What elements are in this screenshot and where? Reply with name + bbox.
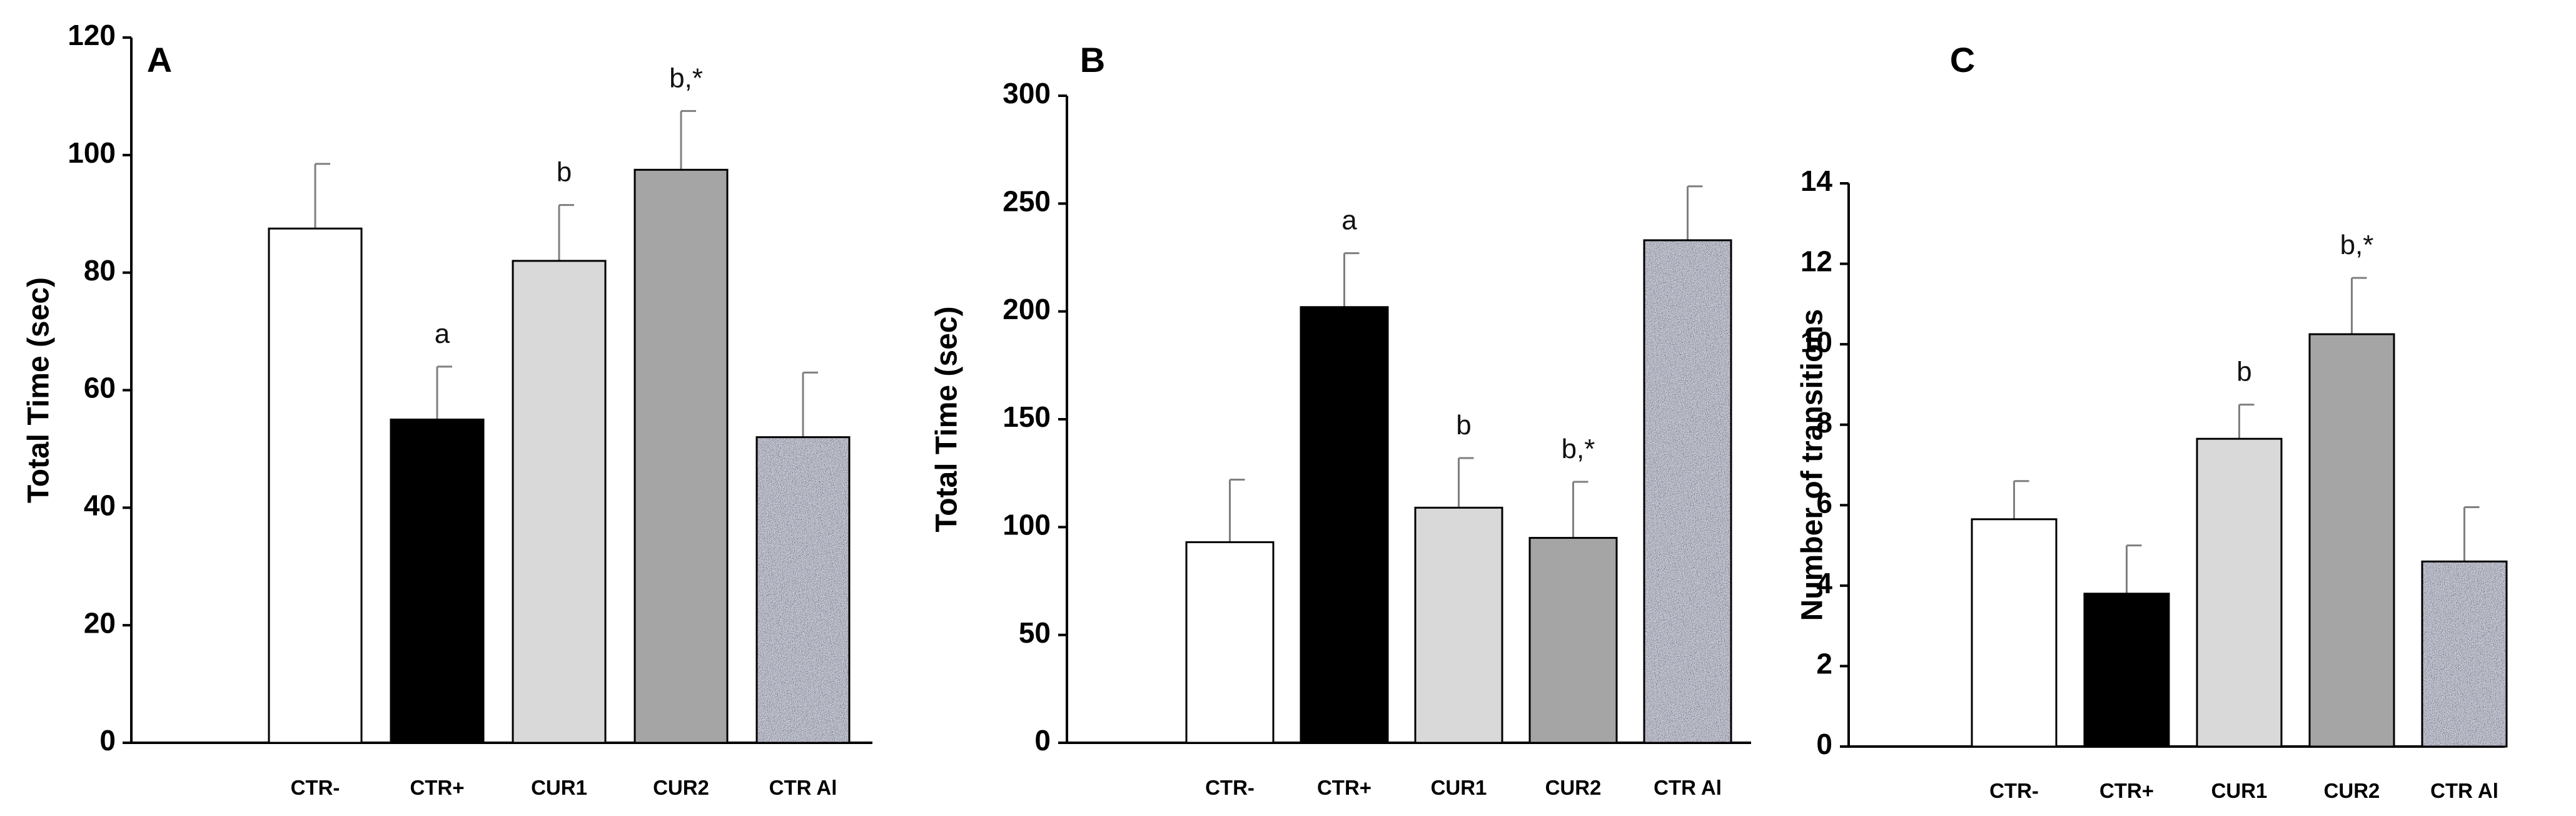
category-label: CTR+	[1317, 776, 1371, 799]
y-tick-label: 0	[1816, 728, 1832, 760]
category-label: CUR2	[653, 776, 709, 799]
bar-4-speckle	[2422, 561, 2507, 747]
y-tick-label: 4	[1816, 567, 1832, 599]
bar-4	[2421, 560, 2508, 748]
y-tick-label: 14	[1801, 165, 1833, 197]
y-tick-label: 0	[99, 724, 116, 757]
significance-label: a	[435, 319, 450, 349]
significance-label: b,*	[2340, 230, 2374, 260]
bar-0	[268, 227, 363, 744]
y-tick-label: 8	[1816, 406, 1832, 439]
bar-0	[1185, 541, 1275, 744]
category-label: CTR-	[291, 776, 340, 799]
y-tick-label: 40	[84, 489, 116, 521]
significance-label: a	[1341, 205, 1357, 236]
bar-2	[1414, 506, 1503, 744]
panel-a: A Total Time (sec) 0 20 40 60 80 100 120 CTR-a CTR…	[23, 19, 872, 799]
bar-4	[755, 436, 851, 744]
y-tick-label: 80	[84, 254, 116, 287]
significance-label: b	[2236, 357, 2251, 387]
bar-1	[1300, 306, 1389, 744]
y-tick-label: 20	[84, 606, 116, 639]
y-axis-title: Total Time (sec)	[931, 307, 964, 533]
category-label: CTR-	[1989, 779, 2039, 802]
category-label: CUR2	[1545, 776, 1602, 799]
y-tick-label: 0	[1034, 724, 1051, 757]
y-tick-label: 120	[68, 19, 116, 51]
bar-3	[1528, 537, 1618, 744]
y-tick-label: 300	[1003, 77, 1051, 110]
panel-letter: A	[147, 40, 172, 79]
significance-label: b	[1456, 410, 1471, 441]
bar-2	[512, 260, 607, 744]
bar-1	[390, 418, 485, 744]
bar-3	[2308, 333, 2395, 748]
bar-4-speckle	[757, 437, 849, 743]
y-tick-label: 100	[1003, 508, 1051, 541]
category-label: CUR1	[531, 776, 587, 799]
category-label: CTR+	[410, 776, 464, 799]
category-label: CUR1	[2211, 779, 2268, 802]
y-tick-label: 250	[1003, 185, 1051, 217]
panel-letter: C	[1950, 40, 1975, 79]
y-tick-label: 200	[1003, 293, 1051, 325]
category-label: CTR-	[1205, 776, 1255, 799]
y-tick-label: 6	[1816, 486, 1832, 519]
bar-3	[634, 168, 729, 744]
y-axis-title: Number of transitions	[1796, 309, 1829, 621]
y-tick-label: 100	[68, 136, 116, 169]
category-label: CTR Al	[1654, 776, 1722, 799]
category-label: CTR Al	[769, 776, 837, 799]
panel-b: B Total Time (sec) 0 50 100 150 200 250 300 CTR-a…	[931, 40, 1751, 799]
y-tick-label: 150	[1003, 400, 1051, 433]
y-tick-label: 10	[1801, 325, 1832, 358]
bar-1	[2083, 593, 2170, 748]
y-tick-label: 50	[1019, 616, 1051, 649]
bar-2	[2196, 437, 2283, 748]
category-label: CUR2	[2324, 779, 2380, 802]
significance-label: b,*	[669, 63, 703, 93]
bar-4	[1643, 239, 1732, 744]
y-tick-label: 60	[84, 372, 116, 404]
category-label: CTR Al	[2430, 779, 2498, 802]
significance-label: b,*	[1562, 434, 1595, 464]
y-tick-label: 2	[1816, 648, 1832, 680]
y-axis-title: Total Time (sec)	[23, 277, 56, 503]
category-label: CTR+	[2099, 779, 2154, 802]
panel-letter: B	[1080, 40, 1105, 79]
bar-0	[1971, 518, 2058, 748]
bar-4-speckle	[1644, 240, 1731, 743]
panel-c: C Number of transitions 0 2 4 6 8 10 12 14 CTR- CTR…	[1796, 40, 2508, 802]
category-label: CUR1	[1431, 776, 1487, 799]
y-tick-label: 12	[1801, 245, 1832, 278]
significance-label: b	[557, 157, 572, 188]
